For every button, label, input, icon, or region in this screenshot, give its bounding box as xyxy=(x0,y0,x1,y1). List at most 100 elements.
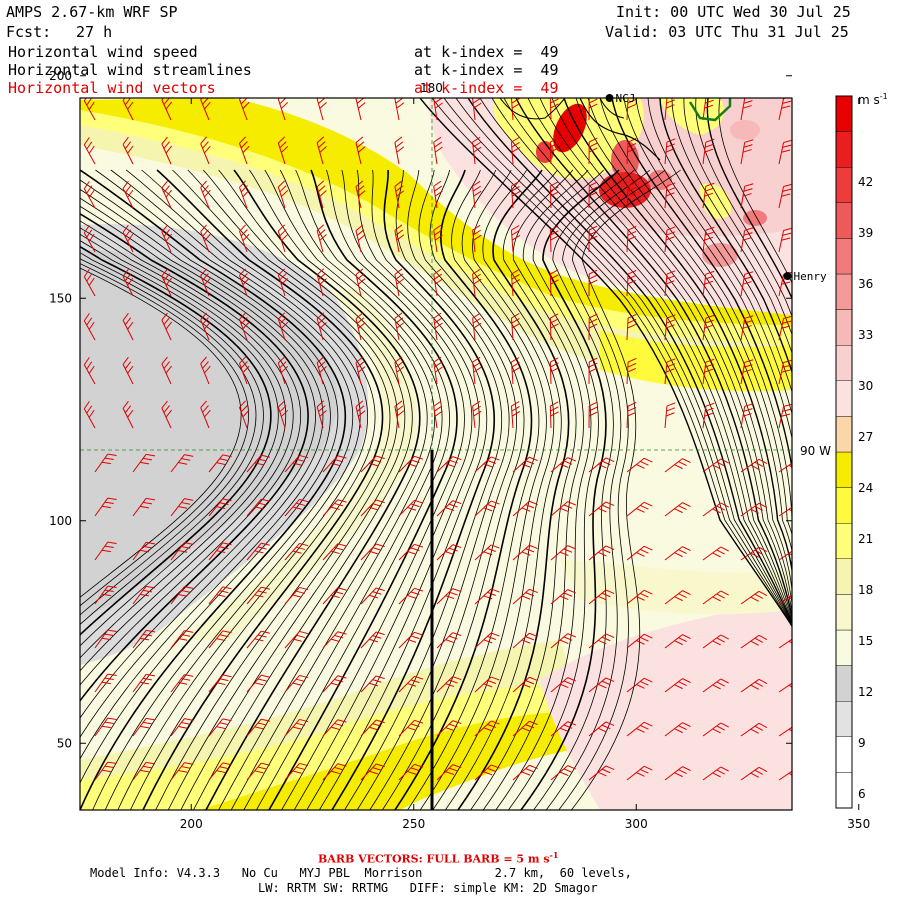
wind-barb xyxy=(702,138,715,165)
wind-barb xyxy=(394,400,405,429)
wind-barb xyxy=(512,764,538,781)
wind-barb xyxy=(740,546,768,561)
wind-barb xyxy=(778,183,792,209)
wind-barb xyxy=(94,453,117,473)
wind-barb xyxy=(284,454,309,473)
wind-barb xyxy=(778,503,792,517)
wind-barb xyxy=(394,356,405,385)
colorbar-label: 30 xyxy=(858,379,874,393)
wind-barb xyxy=(161,98,173,121)
wind-barb xyxy=(398,587,424,605)
wind-barb xyxy=(246,630,270,649)
wind-barb xyxy=(472,312,482,341)
wind-barb xyxy=(702,678,729,693)
wind-barb xyxy=(588,98,598,121)
colorbar-label: 21 xyxy=(858,532,874,546)
wind-barb xyxy=(549,137,559,165)
wind-barb xyxy=(394,224,405,253)
wind-barb xyxy=(161,224,173,253)
wind-barb xyxy=(512,456,538,473)
wind-barb xyxy=(474,676,500,693)
wind-barb xyxy=(740,403,754,429)
wind-barb xyxy=(664,402,676,429)
wind-barb xyxy=(740,590,768,605)
wind-barb xyxy=(170,762,194,781)
wind-barb xyxy=(588,457,615,473)
wind-barb xyxy=(246,762,270,781)
y-tick-label: 100 xyxy=(49,514,72,528)
wind-barb xyxy=(626,501,653,517)
wind-barb xyxy=(208,674,232,693)
wind-barb xyxy=(702,402,715,429)
wind-barb xyxy=(664,678,691,693)
wind-barb xyxy=(122,180,134,209)
wind-barb xyxy=(122,356,134,385)
y-tick-label: 50 xyxy=(57,736,72,750)
wind-barb xyxy=(702,546,729,561)
wind-barb xyxy=(436,500,462,517)
wind-barb xyxy=(550,545,577,561)
wind-barb xyxy=(626,269,637,297)
wind-barb xyxy=(588,765,615,781)
wind-barb xyxy=(626,589,653,605)
wind-barb xyxy=(170,630,194,649)
wind-barb xyxy=(664,98,676,121)
wind-barb xyxy=(549,401,559,429)
wind-barb xyxy=(132,541,156,561)
wind-barb xyxy=(778,227,792,253)
colorbar-swatch xyxy=(835,523,853,560)
wind-barb xyxy=(433,224,443,253)
wind-barb xyxy=(702,722,729,737)
wind-barb xyxy=(740,227,754,253)
wind-barb xyxy=(83,357,96,385)
wind-barb xyxy=(664,138,676,165)
wind-barb xyxy=(588,357,598,385)
wind-barb xyxy=(132,673,156,693)
wind-barb xyxy=(436,720,462,737)
wind-barb xyxy=(360,543,385,561)
wind-barb xyxy=(360,455,385,473)
wind-barb xyxy=(433,356,443,385)
colorbar-label: 18 xyxy=(858,583,874,597)
wind-barb xyxy=(398,455,424,473)
wind-barb xyxy=(702,182,715,209)
wind-barb xyxy=(664,590,691,605)
model-info-line2: LW: RRTM SW: RRTMG DIFF: simple KM: 2D S… xyxy=(258,881,598,895)
wind-barb xyxy=(664,502,691,517)
wind-barb xyxy=(208,762,232,781)
wind-barb xyxy=(360,763,385,781)
wind-barb xyxy=(436,544,462,561)
wind-barb xyxy=(588,501,615,517)
wind-barb xyxy=(94,585,117,605)
wind-barb xyxy=(316,268,327,297)
wind-barb xyxy=(132,629,156,649)
wind-barb xyxy=(433,400,443,429)
meridian-label: 180 xyxy=(420,81,443,95)
wind-barb xyxy=(94,717,117,737)
wind-barb xyxy=(740,271,754,297)
wind-barb xyxy=(394,268,405,297)
wind-barb xyxy=(550,677,577,693)
wind-barb xyxy=(239,268,250,297)
wind-barb xyxy=(239,224,250,253)
wind-barb xyxy=(550,457,577,473)
x-tick-label: 350 xyxy=(847,817,870,831)
wind-barb xyxy=(122,268,134,297)
wind-barb xyxy=(398,763,424,781)
wind-barb xyxy=(132,453,156,473)
colorbar-label: 39 xyxy=(858,226,874,240)
wind-barb xyxy=(83,313,96,341)
wind-barb xyxy=(94,497,117,517)
wind-barb xyxy=(122,312,134,341)
colorbar-label: 6 xyxy=(858,787,866,801)
wind-barb xyxy=(239,136,250,165)
wind-barb xyxy=(239,312,250,341)
field-name-speed: Horizontal wind speed xyxy=(8,43,198,61)
wind-barb xyxy=(322,543,347,561)
wind-barb xyxy=(277,180,289,209)
barb-note: BARB VECTORS: FULL BARB = 5 m s-1 xyxy=(318,850,559,866)
colorbar-swatch xyxy=(835,665,853,702)
wind-barb xyxy=(284,674,309,693)
wind-barb xyxy=(702,458,729,473)
